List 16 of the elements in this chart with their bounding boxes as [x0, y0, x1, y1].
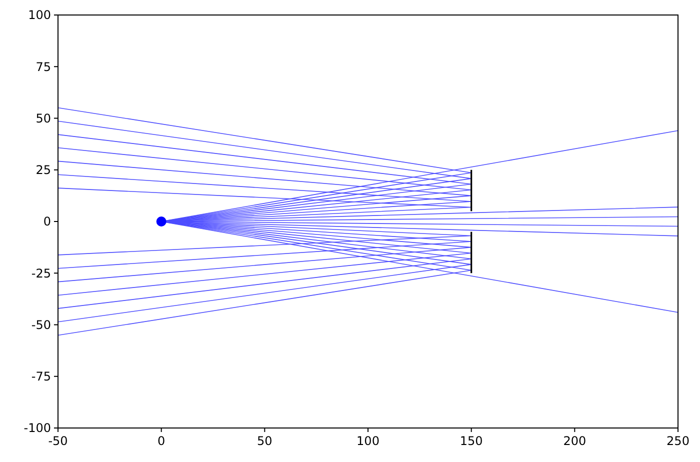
x-tick-label: 200 [563, 434, 586, 448]
y-tick-label: 100 [28, 8, 51, 22]
x-tick-label: 250 [666, 434, 690, 448]
y-tick-label: -100 [24, 421, 51, 436]
y-tick-label: 50 [36, 111, 51, 126]
y-tick-label: 25 [36, 163, 51, 178]
x-tick-label: -50 [48, 434, 68, 448]
x-tick-label: 50 [257, 434, 272, 448]
y-tick-label: 75 [36, 60, 51, 74]
x-tick-label: 0 [158, 434, 166, 448]
x-tick-label: 100 [356, 434, 380, 448]
y-tick-label: -50 [31, 318, 51, 332]
y-tick-label: 0 [43, 214, 51, 229]
y-tick-label: -75 [31, 370, 51, 384]
x-tick-label: 150 [460, 434, 483, 448]
y-tick-label: -25 [31, 266, 51, 280]
